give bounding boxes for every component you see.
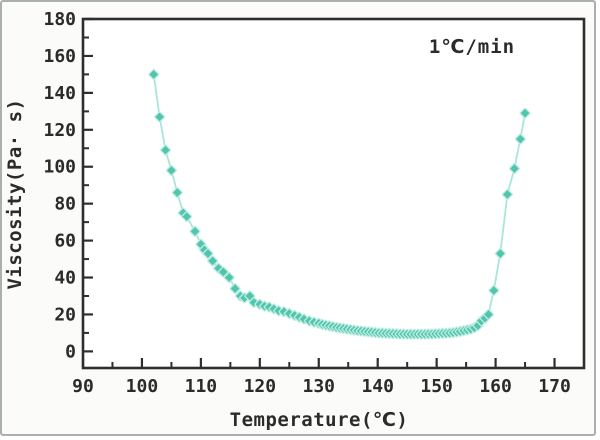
- data-point-marker: [488, 284, 500, 297]
- x-axis-title: Temperature(℃): [230, 409, 409, 431]
- data-point-marker: [223, 271, 235, 284]
- data-point-marker: [244, 290, 256, 302]
- y-tick-label: 80: [54, 194, 76, 215]
- plot-area: 0 20 40 60 80 100 120 140 160 180 90 100 110 120 130 14…: [43, 9, 586, 397]
- x-tick-label: 130: [303, 376, 336, 397]
- data-point-marker: [181, 210, 193, 223]
- data-point-marker: [154, 111, 166, 123]
- x-tick-label: 120: [244, 376, 277, 397]
- data-point-marker: [508, 162, 521, 175]
- y-tick-label: 0: [65, 341, 76, 362]
- data-point-marker: [207, 255, 219, 267]
- data-point-marker: [519, 107, 531, 119]
- data-point-marker: [501, 188, 513, 201]
- x-tick-label: 160: [479, 376, 512, 397]
- x-tick-label: 150: [420, 376, 453, 397]
- data-point-marker: [171, 186, 183, 199]
- y-tick-label: 20: [54, 304, 76, 325]
- y-tick-label: 120: [43, 120, 76, 141]
- x-tick-label: 90: [72, 376, 94, 397]
- y-tick-label: 160: [43, 46, 76, 67]
- data-point-marker: [217, 266, 229, 278]
- x-tick-label: 100: [126, 376, 159, 397]
- y-tick-label: 40: [54, 268, 76, 289]
- y-tick-label: 140: [43, 83, 76, 104]
- data-point-marker: [494, 247, 506, 260]
- x-tick-label: 110: [185, 376, 218, 397]
- viscosity-temperature-chart: 0 20 40 60 80 100 120 140 160 180 90 100 110 120 130 14…: [4, 9, 586, 431]
- y-axis-title: Viscosity(Pa· s): [4, 98, 26, 289]
- y-tick-label: 180: [43, 9, 76, 30]
- data-point-marker: [229, 282, 241, 295]
- x-tick-label: 140: [361, 376, 394, 397]
- y-tick-label: 60: [54, 231, 76, 252]
- plot-frame: [81, 17, 586, 370]
- data-point-marker: [514, 133, 526, 145]
- heating-rate-annotation: 1℃/min: [429, 36, 515, 58]
- data-point-marker: [189, 225, 201, 237]
- x-tick-label: 170: [538, 376, 571, 397]
- y-tick-label: 100: [43, 157, 76, 178]
- data-point-marker: [148, 68, 160, 80]
- data-point-marker: [159, 144, 172, 156]
- data-point-marker: [165, 164, 178, 177]
- data-point-marker: [482, 308, 495, 321]
- data-point-marker: [202, 247, 214, 260]
